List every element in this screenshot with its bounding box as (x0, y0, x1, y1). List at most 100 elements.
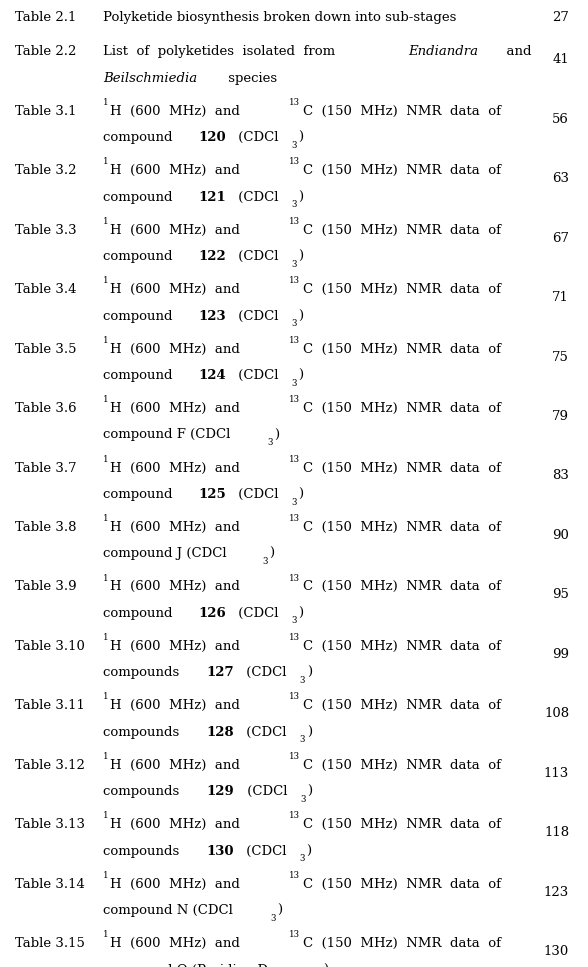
Text: 90: 90 (552, 529, 569, 542)
Text: 1: 1 (103, 98, 109, 107)
Text: 3: 3 (291, 616, 297, 626)
Text: compound O (Pyridine-D: compound O (Pyridine-D (103, 963, 268, 967)
Text: 1: 1 (103, 336, 109, 344)
Text: H  (600  MHz)  and: H (600 MHz) and (110, 818, 249, 832)
Text: (CDCl: (CDCl (233, 309, 278, 323)
Text: Polyketide biosynthesis broken down into sub-stages: Polyketide biosynthesis broken down into… (103, 11, 456, 23)
Text: 13: 13 (289, 871, 300, 880)
Text: ): ) (298, 488, 303, 501)
Text: C  (150  MHz)  NMR  data  of: C (150 MHz) NMR data of (303, 521, 501, 534)
Text: compound: compound (103, 190, 176, 204)
Text: H  (600  MHz)  and: H (600 MHz) and (110, 283, 249, 296)
Text: 3: 3 (262, 557, 268, 566)
Text: 128: 128 (207, 726, 235, 739)
Text: Table 3.15: Table 3.15 (15, 937, 85, 951)
Text: 75: 75 (552, 350, 569, 364)
Text: C  (150  MHz)  NMR  data  of: C (150 MHz) NMR data of (303, 283, 501, 296)
Text: 3: 3 (291, 141, 296, 150)
Text: 121: 121 (198, 190, 226, 204)
Text: Table 2.1: Table 2.1 (15, 11, 76, 23)
Text: ): ) (306, 844, 312, 858)
Text: 120: 120 (198, 132, 226, 144)
Text: species: species (225, 72, 278, 85)
Text: H  (600  MHz)  and: H (600 MHz) and (110, 521, 249, 534)
Text: 123: 123 (198, 309, 226, 323)
Text: ): ) (307, 726, 312, 739)
Text: C  (150  MHz)  NMR  data  of: C (150 MHz) NMR data of (303, 818, 501, 832)
Text: 129: 129 (207, 785, 235, 798)
Text: (CDCl: (CDCl (242, 726, 287, 739)
Text: 3: 3 (291, 260, 297, 269)
Text: C  (150  MHz)  NMR  data  of: C (150 MHz) NMR data of (303, 580, 501, 594)
Text: compounds: compounds (103, 666, 183, 679)
Text: Table 3.10: Table 3.10 (15, 640, 85, 653)
Text: 3: 3 (300, 795, 305, 804)
Text: Beilschmiedia: Beilschmiedia (103, 72, 197, 85)
Text: Table 3.14: Table 3.14 (15, 878, 85, 891)
Text: 126: 126 (198, 607, 226, 620)
Text: 3: 3 (270, 914, 276, 923)
Text: C  (150  MHz)  NMR  data  of: C (150 MHz) NMR data of (303, 699, 501, 713)
Text: 1: 1 (103, 514, 109, 523)
Text: C  (150  MHz)  NMR  data  of: C (150 MHz) NMR data of (303, 104, 501, 118)
Text: 63: 63 (552, 172, 569, 185)
Text: Table 2.2: Table 2.2 (15, 45, 76, 58)
Text: ): ) (298, 309, 303, 323)
Text: ): ) (269, 547, 275, 561)
Text: compound: compound (103, 369, 176, 382)
Text: H  (600  MHz)  and: H (600 MHz) and (110, 580, 249, 594)
Text: compound N (CDCl: compound N (CDCl (103, 904, 233, 917)
Text: 67: 67 (552, 232, 569, 245)
Text: 13: 13 (289, 336, 300, 344)
Text: compound: compound (103, 309, 176, 323)
Text: 1: 1 (103, 217, 109, 225)
Text: 13: 13 (289, 98, 300, 107)
Text: H  (600  MHz)  and: H (600 MHz) and (110, 402, 249, 415)
Text: Table 3.2: Table 3.2 (15, 164, 76, 177)
Text: C  (150  MHz)  NMR  data  of: C (150 MHz) NMR data of (303, 402, 501, 415)
Text: (CDCl: (CDCl (234, 607, 278, 620)
Text: Table 3.1: Table 3.1 (15, 104, 76, 118)
Text: H  (600  MHz)  and: H (600 MHz) and (110, 759, 249, 772)
Text: H  (600  MHz)  and: H (600 MHz) and (110, 878, 249, 891)
Text: 13: 13 (289, 454, 300, 463)
Text: 124: 124 (198, 369, 226, 382)
Text: compound J (CDCl: compound J (CDCl (103, 547, 226, 561)
Text: compound: compound (103, 250, 176, 263)
Text: 13: 13 (289, 396, 300, 404)
Text: 122: 122 (198, 250, 226, 263)
Text: H  (600  MHz)  and: H (600 MHz) and (110, 104, 249, 118)
Text: C  (150  MHz)  NMR  data  of: C (150 MHz) NMR data of (303, 342, 501, 356)
Text: ): ) (307, 666, 312, 679)
Text: 1: 1 (103, 752, 109, 761)
Text: 123: 123 (544, 886, 569, 898)
Text: Table 3.9: Table 3.9 (15, 580, 76, 594)
Text: H  (600  MHz)  and: H (600 MHz) and (110, 640, 249, 653)
Text: ): ) (274, 428, 279, 442)
Text: 13: 13 (289, 692, 300, 701)
Text: 1: 1 (103, 811, 109, 820)
Text: 27: 27 (552, 11, 569, 23)
Text: 95: 95 (552, 588, 569, 601)
Text: (CDCl: (CDCl (234, 250, 278, 263)
Text: 83: 83 (552, 469, 569, 483)
Text: 113: 113 (544, 767, 569, 779)
Text: 13: 13 (289, 217, 300, 225)
Text: H  (600  MHz)  and: H (600 MHz) and (110, 164, 249, 177)
Text: Table 3.6: Table 3.6 (15, 402, 76, 415)
Text: 3: 3 (300, 735, 305, 745)
Text: compound F (CDCl: compound F (CDCl (103, 428, 230, 442)
Text: compounds: compounds (103, 785, 183, 798)
Text: 3: 3 (268, 438, 273, 447)
Text: H  (600  MHz)  and: H (600 MHz) and (110, 461, 249, 475)
Text: (CDCl: (CDCl (243, 785, 287, 798)
Text: 108: 108 (544, 707, 569, 720)
Text: 56: 56 (552, 113, 569, 126)
Text: 1: 1 (103, 930, 109, 939)
Text: compounds: compounds (103, 844, 183, 858)
Text: 13: 13 (289, 573, 300, 582)
Text: 1: 1 (103, 158, 109, 166)
Text: 3: 3 (291, 319, 296, 328)
Text: C  (150  MHz)  NMR  data  of: C (150 MHz) NMR data of (303, 878, 501, 891)
Text: C  (150  MHz)  NMR  data  of: C (150 MHz) NMR data of (303, 164, 501, 177)
